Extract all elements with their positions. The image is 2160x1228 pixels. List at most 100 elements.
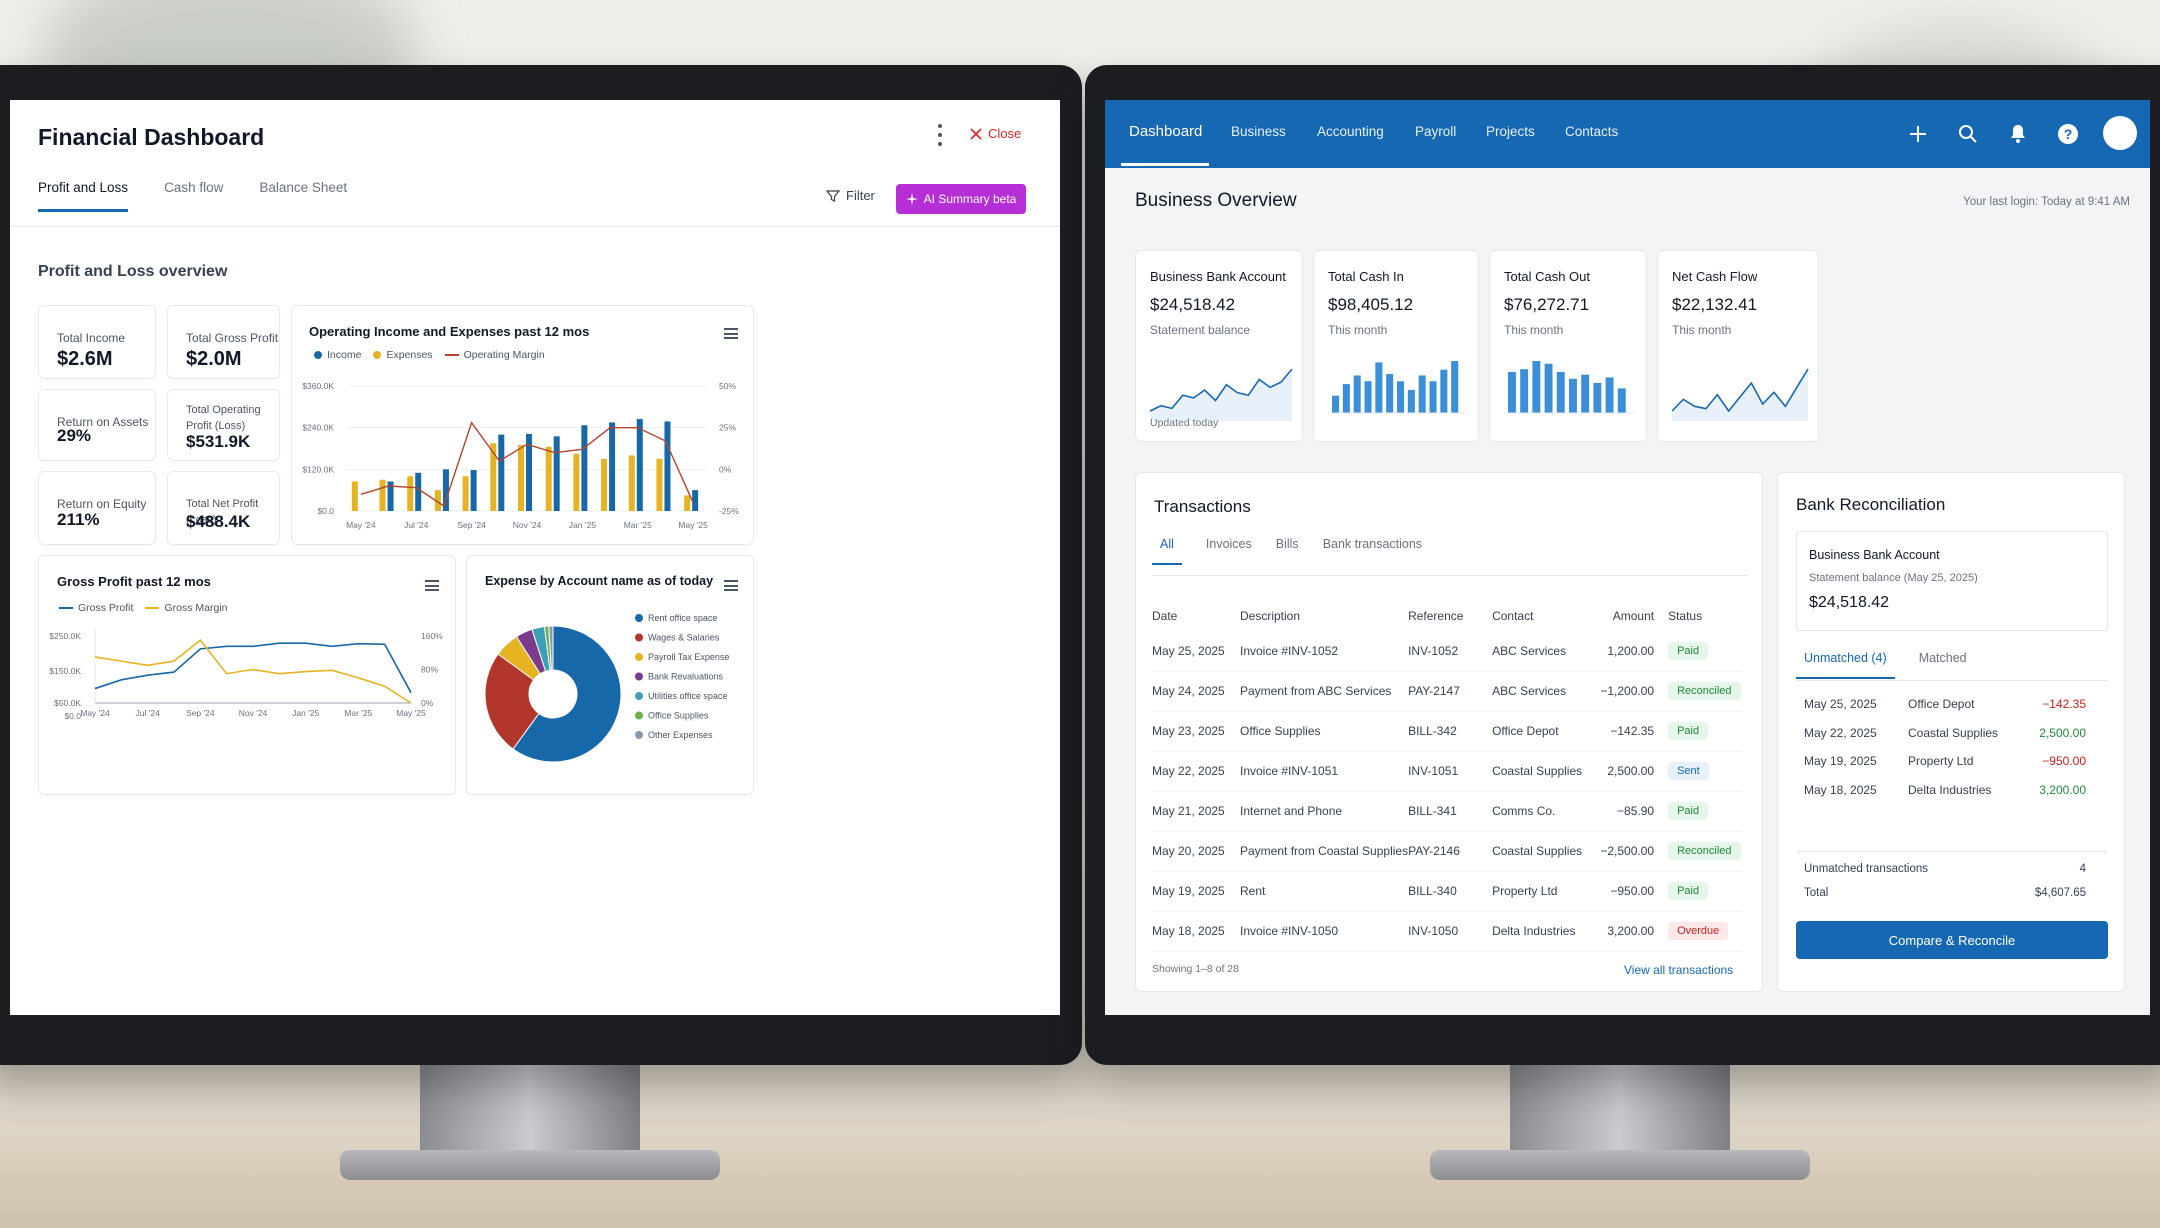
income-bar bbox=[664, 421, 671, 511]
bar bbox=[1508, 371, 1516, 413]
tab-all[interactable]: All bbox=[1152, 537, 1182, 565]
chart-title: Expense by Account name as of today bbox=[485, 574, 714, 588]
y-tick-label: $50.0K bbox=[54, 698, 81, 708]
reconciliation-row[interactable]: May 19, 2025 Property Ltd −950.00 bbox=[1804, 754, 2094, 774]
reconciliation-row[interactable]: May 22, 2025 Coastal Supplies 2,500.00 bbox=[1804, 726, 2094, 746]
bell-icon[interactable] bbox=[2005, 121, 2031, 147]
report-tabs: Profit and Loss Cash flow Balance Sheet bbox=[38, 180, 347, 212]
nav-payroll[interactable]: Payroll bbox=[1415, 124, 1457, 139]
nav-business[interactable]: Business bbox=[1231, 124, 1286, 139]
cell-status: Paid bbox=[1668, 871, 1742, 912]
bank-account-card[interactable]: Business Bank Account $24,518.42 Stateme… bbox=[1135, 250, 1303, 442]
sparkle-icon bbox=[905, 193, 918, 205]
recon-date: May 19, 2025 bbox=[1804, 754, 1877, 768]
bar bbox=[1532, 361, 1541, 413]
nav-contacts[interactable]: Contacts bbox=[1565, 124, 1619, 139]
tab-bills[interactable]: Bills bbox=[1275, 537, 1299, 551]
tab-unmatched[interactable]: Unmatched (4) bbox=[1796, 651, 1895, 679]
table-row[interactable]: May 20, 2025 Payment from Coastal Supplie… bbox=[1152, 831, 1742, 872]
reconciliation-title: Bank Reconciliation bbox=[1796, 495, 1946, 514]
nav-dashboard[interactable]: Dashboard bbox=[1129, 123, 1203, 140]
cell-contact: Office Depot bbox=[1492, 711, 1595, 752]
legend-label: Operating Margin bbox=[463, 349, 545, 361]
bar bbox=[1364, 381, 1372, 413]
expense-bar bbox=[545, 446, 552, 511]
filter-button[interactable]: Filter bbox=[826, 188, 875, 203]
col-contact: Contact bbox=[1492, 609, 1534, 623]
table-header-row: Date Description Reference Contact Amoun… bbox=[1152, 601, 1742, 631]
cell-reference: INV-1052 bbox=[1408, 631, 1493, 672]
statement-box: Business Bank Account Statement balance … bbox=[1796, 531, 2108, 631]
x-tick-label: May '24 bbox=[80, 708, 110, 718]
tab-invoices[interactable]: Invoices bbox=[1205, 537, 1252, 551]
view-all-transactions-link[interactable]: View all transactions bbox=[1624, 963, 1734, 977]
cell-reference: PAY-2147 bbox=[1408, 671, 1493, 712]
y2-tick-label: 0% bbox=[421, 698, 434, 708]
table-row[interactable]: May 25, 2025 Invoice #INV-1052 INV-1052 ABC… bbox=[1152, 631, 1742, 672]
tab-bank-transactions[interactable]: Bank transactions bbox=[1322, 537, 1423, 551]
tab-balance-sheet[interactable]: Balance Sheet bbox=[259, 180, 348, 195]
bank-sparkline bbox=[1149, 368, 1293, 421]
table-row[interactable]: May 23, 2025 Office Supplies BILL-342 Offic… bbox=[1152, 711, 1742, 752]
income-bar bbox=[442, 469, 449, 511]
net-cash-flow-card[interactable]: Net Cash Flow $22,132.41 This month bbox=[1657, 250, 1819, 442]
table-row[interactable]: May 21, 2025 Internet and Phone BILL-341 Co… bbox=[1152, 791, 1742, 832]
tab-matched[interactable]: Matched bbox=[1918, 651, 1967, 665]
table-row[interactable]: May 19, 2025 Rent BILL-340 Property Ltd −950… bbox=[1152, 871, 1742, 912]
avatar[interactable] bbox=[2103, 116, 2137, 150]
close-button[interactable]: Close bbox=[970, 126, 1021, 141]
bar bbox=[1520, 369, 1529, 413]
gross-margin-line bbox=[94, 639, 412, 704]
table-row[interactable]: May 24, 2025 Payment from ABC Services PAY… bbox=[1152, 671, 1742, 712]
desk-surface bbox=[0, 1150, 2160, 1228]
legend-swatch bbox=[373, 351, 382, 359]
unmatched-count: 4 bbox=[2079, 863, 2086, 875]
more-options-icon[interactable] bbox=[935, 124, 945, 146]
tab-cash-flow[interactable]: Cash flow bbox=[164, 180, 224, 195]
top-nav: Dashboard Business Accounting Payroll Pr… bbox=[1105, 100, 2150, 168]
nav-projects[interactable]: Projects bbox=[1486, 124, 1535, 139]
card-subtext: This month bbox=[1504, 323, 1564, 337]
operating-margin-line bbox=[360, 421, 694, 508]
tab-profit-and-loss[interactable]: Profit and Loss bbox=[38, 180, 129, 212]
tab-divider bbox=[10, 226, 1060, 227]
table-row[interactable]: May 22, 2025 Invoice #INV-1051 INV-1051 Coa… bbox=[1152, 751, 1742, 792]
legend-swatch bbox=[635, 672, 643, 681]
income-bar bbox=[609, 422, 616, 511]
recon-amount: 2,500.00 bbox=[2039, 725, 2086, 740]
bar bbox=[1353, 375, 1361, 413]
ai-summary-button[interactable]: AI Summary beta bbox=[896, 184, 1026, 214]
kpi-label: Return on Equity bbox=[57, 497, 147, 511]
bar bbox=[1429, 381, 1437, 413]
pagination-text: Showing 1–8 of 28 bbox=[1152, 963, 1239, 975]
cell-status: Sent bbox=[1668, 751, 1742, 792]
nav-accounting[interactable]: Accounting bbox=[1317, 124, 1384, 139]
bar bbox=[1342, 384, 1350, 413]
cash-in-card[interactable]: Total Cash In $98,405.12 This month bbox=[1313, 250, 1479, 442]
divider bbox=[1796, 851, 2108, 852]
expense-bar bbox=[628, 455, 635, 511]
add-icon[interactable] bbox=[1905, 121, 1931, 147]
chart-menu-icon[interactable] bbox=[425, 580, 439, 591]
reconciliation-row[interactable]: May 18, 2025 Delta Industries 3,200.00 bbox=[1804, 783, 2094, 803]
kpi-value: 29% bbox=[57, 426, 92, 445]
chart-menu-icon[interactable] bbox=[724, 580, 738, 591]
legend-label: Expenses bbox=[386, 349, 433, 361]
sparkline-area bbox=[1150, 369, 1292, 421]
cash-out-card[interactable]: Total Cash Out $76,272.71 This month bbox=[1489, 250, 1647, 442]
table-row[interactable]: May 18, 2025 Invoice #INV-1050 INV-1050 Del… bbox=[1152, 911, 1742, 952]
reconciliation-row[interactable]: May 25, 2025 Office Depot −142.35 bbox=[1804, 697, 2094, 717]
gross-profit-chart: $0.0 $50.0K $150.0K $250.0K 0% 80% 160% May '24… bbox=[49, 628, 443, 721]
help-icon[interactable]: ? bbox=[2055, 121, 2081, 147]
legend-label: Payroll Tax Expense bbox=[648, 652, 729, 662]
cash-in-bars bbox=[1328, 361, 1466, 414]
bar bbox=[1451, 361, 1459, 413]
search-icon[interactable] bbox=[1955, 121, 1981, 147]
chart-menu-icon[interactable] bbox=[724, 328, 738, 339]
status-badge: Reconciled bbox=[1668, 842, 1741, 860]
cell-description: Payment from Coastal Supplies bbox=[1240, 831, 1409, 872]
sparkline bbox=[1149, 368, 1293, 412]
compare-reconcile-button[interactable]: Compare & Reconcile bbox=[1796, 921, 2108, 959]
legend-gross-margin: Gross Margin bbox=[145, 602, 227, 614]
cell-status: Reconciled bbox=[1668, 831, 1742, 872]
